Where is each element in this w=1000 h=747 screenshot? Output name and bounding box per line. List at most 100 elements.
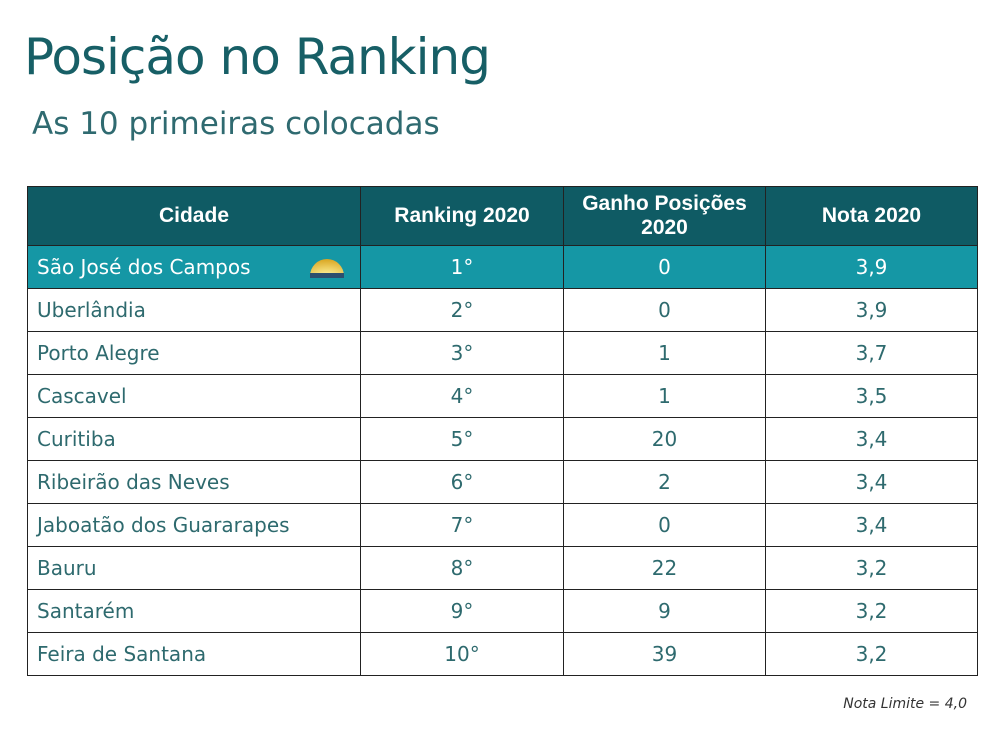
cell-ganho: 39 — [563, 632, 766, 676]
cell-nota: 3,4 — [765, 503, 978, 547]
ranking-value: 2° — [450, 298, 474, 322]
cell-ranking: 6° — [360, 460, 564, 504]
ganho-value: 9 — [658, 599, 671, 623]
ranking-value: 6° — [450, 470, 474, 494]
nota-value: 3,7 — [855, 341, 888, 365]
cell-ganho: 1 — [563, 331, 766, 375]
header-ganho: Ganho Posições 2020 — [563, 186, 766, 246]
city-value: Jaboatão dos Guararapes — [37, 513, 290, 537]
table-row: Jaboatão dos Guararapes 7° 0 3,4 — [27, 503, 978, 547]
city-value: Curitiba — [37, 427, 116, 451]
cell-ganho: 2 — [563, 460, 766, 504]
table-row: Santarém 9° 9 3,2 — [27, 589, 978, 633]
ganho-value: 39 — [651, 642, 678, 666]
table-row: Porto Alegre 3° 1 3,7 — [27, 331, 978, 375]
cell-nota: 3,5 — [765, 374, 978, 418]
footnote: Nota Limite = 4,0 — [843, 696, 967, 712]
ranking-value: 10° — [444, 642, 480, 666]
cell-nota: 3,4 — [765, 417, 978, 461]
cell-nota: 3,2 — [765, 546, 978, 590]
city-value: Santarém — [37, 599, 135, 623]
nota-value: 3,5 — [855, 384, 888, 408]
ganho-value: 0 — [658, 298, 671, 322]
ganho-value: 2 — [658, 470, 671, 494]
sun-logo-icon — [310, 259, 344, 278]
ranking-value: 4° — [450, 384, 474, 408]
city-value: Porto Alegre — [37, 341, 160, 365]
cell-ranking: 1° — [360, 245, 564, 289]
ganho-value: 1 — [658, 384, 671, 408]
table-row: Cascavel 4° 1 3,5 — [27, 374, 978, 418]
cell-ganho: 0 — [563, 245, 766, 289]
cell-city: Curitiba — [27, 417, 361, 461]
nota-value: 3,4 — [855, 470, 888, 494]
cell-city: Feira de Santana — [27, 632, 361, 676]
cell-city: Porto Alegre — [27, 331, 361, 375]
page-subtitle: As 10 primeiras colocadas — [32, 106, 440, 142]
nota-value: 3,9 — [855, 298, 888, 322]
cell-ganho: 0 — [563, 503, 766, 547]
ranking-table: Cidade Ranking 2020 Ganho Posições 2020 … — [27, 186, 978, 676]
city-value: Uberlândia — [37, 298, 146, 322]
ganho-value: 22 — [651, 556, 678, 580]
cell-nota: 3,4 — [765, 460, 978, 504]
cell-city: São José dos Campos — [27, 245, 361, 289]
cell-ganho: 1 — [563, 374, 766, 418]
cell-city: Santarém — [27, 589, 361, 633]
table-row: Ribeirão das Neves 6° 2 3,4 — [27, 460, 978, 504]
cell-ranking: 7° — [360, 503, 564, 547]
ranking-value: 9° — [450, 599, 474, 623]
cell-ranking: 4° — [360, 374, 564, 418]
nota-value: 3,4 — [855, 427, 888, 451]
ranking-value: 3° — [450, 341, 474, 365]
table-row: Bauru 8° 22 3,2 — [27, 546, 978, 590]
ranking-value: 1° — [450, 255, 474, 279]
table-row: São José dos Campos 1° 0 3,9 — [27, 245, 978, 289]
header-ranking: Ranking 2020 — [360, 186, 564, 246]
nota-value: 3,4 — [855, 513, 888, 537]
ranking-value: 7° — [450, 513, 474, 537]
header-nota: Nota 2020 — [765, 186, 978, 246]
city-value: Bauru — [37, 556, 97, 580]
cell-ranking: 5° — [360, 417, 564, 461]
header-cidade: Cidade — [27, 186, 361, 246]
cell-nota: 3,9 — [765, 288, 978, 332]
cell-ranking: 9° — [360, 589, 564, 633]
ganho-value: 0 — [658, 255, 671, 279]
cell-nota: 3,7 — [765, 331, 978, 375]
nota-value: 3,2 — [855, 599, 888, 623]
ranking-value: 5° — [450, 427, 474, 451]
city-value: Feira de Santana — [37, 642, 207, 666]
cell-city: Uberlândia — [27, 288, 361, 332]
table-row: Uberlândia 2° 0 3,9 — [27, 288, 978, 332]
table-row: Curitiba 5° 20 3,4 — [27, 417, 978, 461]
cell-city: Bauru — [27, 546, 361, 590]
cell-ganho: 0 — [563, 288, 766, 332]
ganho-value: 20 — [651, 427, 678, 451]
ganho-value: 1 — [658, 341, 671, 365]
cell-ganho: 9 — [563, 589, 766, 633]
table-header: Cidade Ranking 2020 Ganho Posições 2020 … — [27, 186, 978, 246]
cell-ranking: 10° — [360, 632, 564, 676]
cell-nota: 3,2 — [765, 589, 978, 633]
table-row: Feira de Santana 10° 39 3,2 — [27, 632, 978, 676]
ganho-value: 0 — [658, 513, 671, 537]
cell-ganho: 20 — [563, 417, 766, 461]
cell-ranking: 3° — [360, 331, 564, 375]
cell-nota: 3,9 — [765, 245, 978, 289]
nota-value: 3,2 — [855, 642, 888, 666]
cell-ranking: 2° — [360, 288, 564, 332]
cell-ranking: 8° — [360, 546, 564, 590]
city-value: São José dos Campos — [37, 255, 251, 279]
cell-city: Cascavel — [27, 374, 361, 418]
page-title: Posição no Ranking — [24, 28, 491, 86]
cell-ganho: 22 — [563, 546, 766, 590]
cell-nota: 3,2 — [765, 632, 978, 676]
nota-value: 3,2 — [855, 556, 888, 580]
cell-city: Ribeirão das Neves — [27, 460, 361, 504]
cell-city: Jaboatão dos Guararapes — [27, 503, 361, 547]
city-value: Cascavel — [37, 384, 127, 408]
nota-value: 3,9 — [855, 255, 888, 279]
city-value: Ribeirão das Neves — [37, 470, 230, 494]
ranking-value: 8° — [450, 556, 474, 580]
